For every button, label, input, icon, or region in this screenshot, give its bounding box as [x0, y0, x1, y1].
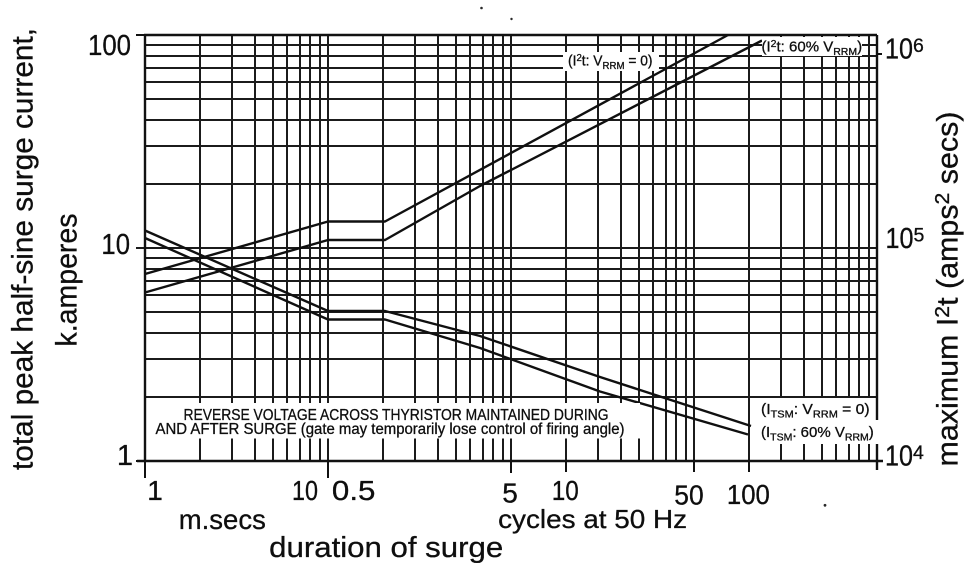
svg-text:105: 105	[886, 223, 925, 255]
svg-text:1: 1	[117, 440, 133, 472]
svg-text:duration of surge: duration of surge	[269, 532, 503, 563]
svg-text:0.5: 0.5	[332, 475, 376, 506]
svg-text:10: 10	[101, 229, 130, 261]
svg-text:(I2t: VRRM = 0): (I2t: VRRM = 0)	[568, 53, 652, 72]
svg-text:100: 100	[88, 30, 131, 62]
svg-text:10: 10	[552, 475, 579, 506]
svg-text:100: 100	[727, 479, 770, 510]
svg-text:5: 5	[502, 478, 518, 509]
svg-text:1: 1	[147, 475, 163, 506]
svg-text:50: 50	[674, 480, 703, 511]
svg-text:cycles at 50 Hz: cycles at 50 Hz	[498, 504, 687, 534]
svg-text:106: 106	[885, 34, 924, 66]
svg-text:104: 104	[885, 441, 924, 473]
svg-text:total peak half-sine surge cur: total peak half-sine surge current,	[7, 28, 40, 470]
svg-text:REVERSE VOLTAGE ACROSS THYRIST: REVERSE VOLTAGE ACROSS THYRISTOR MAINTAI…	[184, 407, 609, 424]
svg-text:10: 10	[292, 475, 318, 506]
svg-text:(I2t: 60% VRRM): (I2t: 60% VRRM)	[762, 38, 863, 58]
svg-text:k.amperes: k.amperes	[51, 214, 84, 347]
svg-text:AND AFTER SURGE (gate may temp: AND AFTER SURGE (gate may temporarily lo…	[156, 421, 625, 438]
svg-text:(ITSM: VRRM = 0): (ITSM: VRRM = 0)	[761, 401, 870, 420]
svg-text:maximum I2t (amps2 secs): maximum I2t (amps2 secs)	[931, 111, 964, 466]
svg-text:m.secs: m.secs	[179, 504, 266, 535]
